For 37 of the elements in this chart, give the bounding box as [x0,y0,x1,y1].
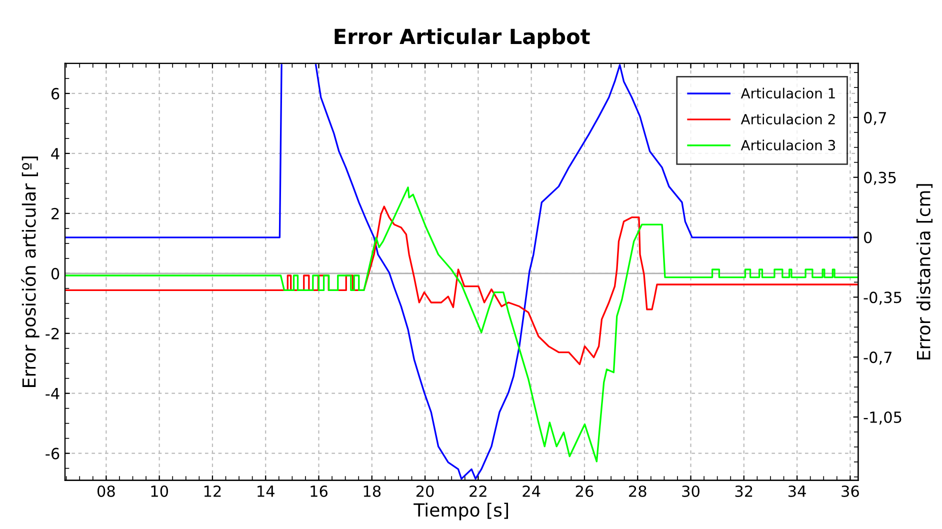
x-tick-label: 36 [842,485,859,498]
y-tick-label: -2 [46,328,59,340]
legend-label: Articulacion 3 [740,140,836,150]
y-tick-label: 0 [51,268,60,280]
x-tick-label: 14 [258,486,274,497]
x-tick-label: 16 [310,485,328,498]
x-tick-label: 10 [151,485,168,498]
x-tick-label: 28 [629,485,646,498]
x-tick-label: 24 [522,485,540,497]
y-tick-label: -4 [46,388,60,400]
x-tick-label: 32 [735,485,752,498]
y-tick-label: -6 [46,448,60,460]
x-tick-label: 30 [682,485,700,498]
x-tick-label: 08 [97,485,115,498]
y-tick-label: 6 [51,88,60,100]
y-tick-label: 4 [51,148,60,160]
x-tick-label: 34 [788,485,806,498]
line-series [65,206,858,366]
x-tick-label: 20 [416,485,434,498]
y2-tick-label: 0,35 [864,172,896,185]
y2-axis-title: Error distancia [cm] [916,184,933,360]
y2-tick-label: -0,7 [864,352,892,365]
x-tick-label: 22 [470,485,486,497]
legend-label: Articulacion 2 [740,114,835,124]
y2-tick-label: 0 [864,232,872,244]
x-tick-label: 26 [576,485,594,498]
y-tick-label: 2 [52,208,59,220]
y2-tick-label: 0,7 [864,112,886,125]
legend-label: Articulacion 1 [740,88,835,99]
y2-tick-label: -0,35 [864,292,902,305]
x-tick-label: 18 [364,485,381,498]
y-axis-title: Error posición articular [º] [21,156,40,387]
x-axis-title: Tiempo [s] [414,502,508,520]
chart-title: Error Articular Lapbot [334,28,590,48]
x-tick-label: 12 [204,485,221,497]
y2-tick-label: -1,05 [864,411,902,425]
line-series [65,186,858,462]
